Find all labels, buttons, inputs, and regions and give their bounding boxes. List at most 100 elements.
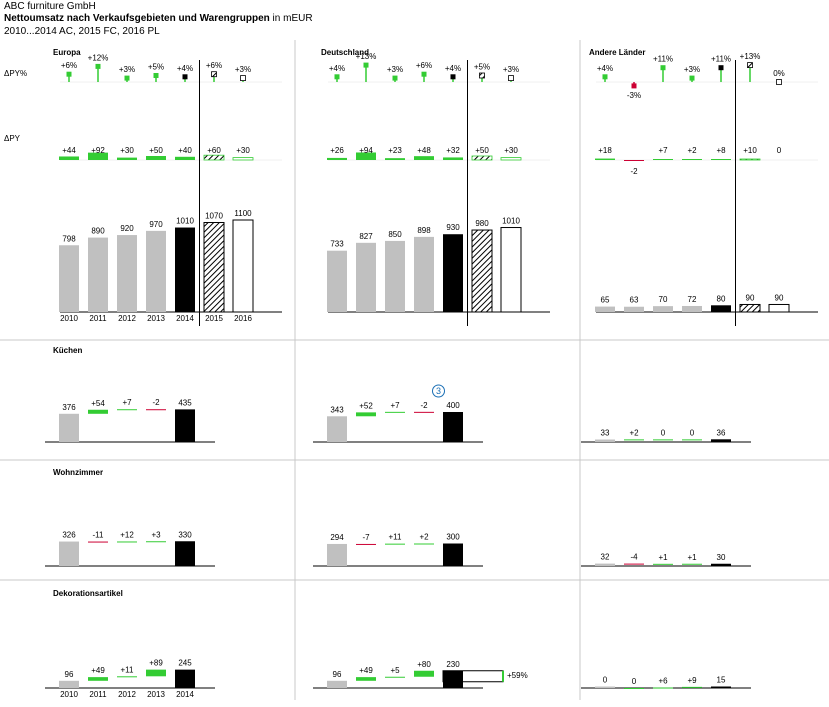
waterfall-label: 0 — [603, 676, 608, 685]
waterfall-label: 294 — [330, 533, 344, 542]
value-label: 890 — [91, 227, 105, 236]
delta-py-label: ΔPY — [4, 134, 21, 143]
report-subtitle: 2010...2014 AC, 2015 FC, 2016 PL — [4, 26, 160, 37]
delta-pct-marker — [776, 79, 782, 85]
value-bar — [768, 303, 790, 313]
year-label: 2014 — [176, 314, 194, 323]
waterfall-step-bar — [682, 439, 702, 441]
waterfall-end-bar — [175, 409, 195, 442]
note-marker — [432, 384, 445, 398]
waterfall-step-bar — [414, 670, 434, 677]
waterfall-label: 0 — [632, 677, 637, 686]
waterfall-label: +52 — [359, 401, 373, 410]
value-label: 90 — [775, 293, 784, 302]
value-bar — [327, 250, 347, 312]
value-label: 65 — [601, 296, 610, 305]
delta-pct-label: +4% — [445, 64, 461, 73]
category-title: Wohnzimmer — [53, 468, 103, 477]
waterfall-step-bar — [682, 563, 702, 565]
delta-label: +30 — [504, 146, 518, 155]
value-bar — [117, 235, 137, 312]
waterfall-step-bar — [356, 412, 376, 417]
year-label: 2011 — [89, 314, 107, 323]
delta-bar — [682, 159, 702, 160]
waterfall-label: +3 — [151, 530, 161, 539]
note-number: 3 — [436, 386, 441, 396]
value-bar — [356, 242, 376, 312]
comparison-label: +59% — [507, 671, 528, 680]
waterfall-label: 30 — [717, 553, 726, 562]
delta-pct-marker — [334, 74, 340, 80]
waterfall-start-bar — [595, 439, 615, 442]
value-label: 1010 — [502, 217, 520, 226]
delta-bar — [624, 160, 644, 161]
delta-pct-marker — [211, 71, 217, 78]
waterfall-step-bar — [117, 676, 137, 678]
waterfall-label: +80 — [417, 660, 431, 669]
waterfall-label: +49 — [91, 666, 105, 675]
delta-pct-label: +3% — [119, 65, 135, 74]
delta-pct-label: -3% — [627, 91, 641, 100]
delta-bar — [595, 158, 615, 160]
waterfall-step-bar — [624, 688, 644, 689]
delta-pct-marker — [124, 75, 130, 81]
delta-label: +94 — [359, 146, 373, 155]
waterfall-label: +12 — [120, 530, 134, 539]
value-bar — [414, 236, 434, 312]
waterfall-start-bar — [595, 686, 615, 688]
waterfall-step-bar — [624, 563, 644, 565]
delta-label: +26 — [330, 146, 344, 155]
waterfall-label: +11 — [389, 533, 403, 542]
waterfall-label: +7 — [390, 401, 400, 410]
waterfall-label: 330 — [178, 530, 192, 539]
delta-pct-marker — [747, 62, 753, 68]
value-bar — [88, 237, 108, 312]
waterfall-step-bar — [385, 543, 405, 545]
delta-pct-marker — [631, 83, 637, 89]
waterfall-step-bar — [117, 409, 137, 411]
waterfall-label: 300 — [446, 533, 460, 542]
waterfall-label: -2 — [152, 398, 160, 407]
value-label: 850 — [388, 230, 402, 239]
waterfall-label: +2 — [419, 533, 429, 542]
waterfall-start-bar — [327, 543, 347, 566]
delta-label: +50 — [475, 146, 489, 155]
delta-bar — [327, 157, 347, 160]
delta-label: +40 — [178, 146, 192, 155]
value-bar — [146, 230, 166, 312]
waterfall-step-bar — [653, 687, 673, 689]
year-label: 2013 — [147, 690, 165, 699]
delta-bar — [117, 157, 137, 160]
waterfall-label: 36 — [717, 428, 726, 437]
delta-pct-label: +11% — [653, 55, 673, 64]
year-label: 2013 — [147, 314, 165, 323]
value-bar — [711, 305, 731, 312]
value-label: 72 — [688, 295, 697, 304]
delta-bar — [203, 154, 225, 161]
year-label: 2015 — [205, 314, 223, 323]
waterfall-label: +11 — [121, 665, 135, 674]
waterfall-end-bar — [711, 439, 731, 442]
waterfall-end-bar — [443, 543, 463, 566]
year-label: 2016 — [234, 314, 252, 323]
delta-label: +50 — [149, 146, 163, 155]
delta-pct-marker — [182, 74, 188, 80]
delta-label: -2 — [630, 167, 638, 176]
waterfall-step-bar — [653, 563, 673, 565]
waterfall-label: +49 — [359, 666, 373, 675]
waterfall-step-bar — [146, 669, 166, 677]
category-title: Küchen — [53, 346, 82, 355]
delta-pct-label: 0% — [773, 69, 785, 78]
waterfall-label: 400 — [446, 401, 460, 410]
waterfall-label: +1 — [687, 553, 697, 562]
waterfall-label: +5 — [390, 666, 400, 675]
delta-pct-label: +13% — [356, 52, 377, 61]
delta-bar — [711, 159, 731, 160]
year-label: 2012 — [118, 314, 136, 323]
report-title-unit: in mEUR — [269, 13, 313, 24]
value-label: 733 — [330, 240, 344, 249]
waterfall-label: -11 — [93, 531, 105, 540]
waterfall-end-bar — [711, 563, 731, 566]
